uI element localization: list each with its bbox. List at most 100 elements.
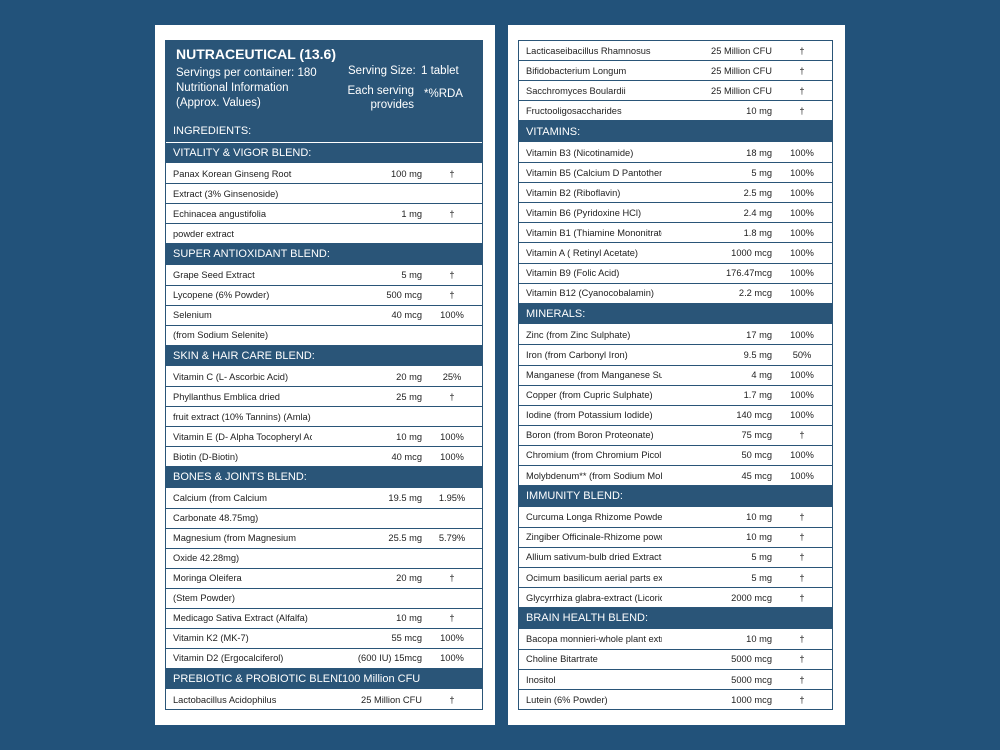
- ingredient-row: Vitamin D2 (Ergocalciferol) (600 IU) 15mc…: [166, 649, 482, 669]
- ingredient-rda: †: [799, 45, 805, 56]
- ingredient-name: Inositol: [526, 674, 556, 685]
- ingredient-row: Magnesium (from Magnesium 25.5 mg 5.79%: [166, 529, 482, 549]
- ingredient-row: Grape Seed Extract 5 mg †: [166, 266, 482, 286]
- serving-size-label: Serving Size:: [348, 65, 416, 77]
- section-title: VITAMINS:: [526, 125, 581, 138]
- section-title: VITALITY & VIGOR BLEND:: [173, 146, 312, 159]
- ingredient-name: Echinacea angustifolia: [173, 208, 267, 219]
- ingredient-row: Calcium (from Calcium 19.5 mg 1.95%: [166, 489, 482, 509]
- ingredient-amount: 500 mcg: [386, 290, 422, 301]
- ingredient-row: Ocimum basilicum aerial parts extract (T…: [519, 568, 832, 589]
- ingredient-amount: 50 mcg: [741, 450, 773, 461]
- ingredient-rda: †: [799, 85, 805, 96]
- ingredient-name: Vitamin B3 (Nicotinamide): [526, 147, 634, 158]
- ingredient-rda: †: [449, 573, 455, 584]
- ingredient-name: Biotin (D-Biotin): [173, 451, 239, 462]
- section-title: MINERALS:: [526, 308, 586, 321]
- ingredient-amount: 2.4 mg: [743, 207, 772, 218]
- ingredient-amount: 1.8 mg: [743, 227, 772, 238]
- ingredient-name: Vitamin B2 (Riboflavin): [526, 187, 621, 198]
- section-row: MINERALS:: [519, 303, 832, 326]
- ingredient-name: powder extract: [173, 228, 234, 239]
- ingredient-name: Allium sativum-bulb dried Extract (Garli…: [526, 552, 662, 563]
- ingredient-name: Phyllanthus Emblica dried: [173, 391, 280, 402]
- ingredient-rda: †: [799, 572, 805, 583]
- ingredient-row: Glycyrrhiza glabra-extract (Licorice) 200…: [519, 588, 832, 609]
- ingredient-name: Selenium: [173, 310, 212, 321]
- ingredient-rda: 100%: [790, 370, 814, 381]
- ingredient-name: Magnesium (from Magnesium: [173, 533, 296, 544]
- ingredient-rda: 100%: [440, 431, 464, 442]
- ingredient-rda: 100%: [790, 187, 814, 198]
- ingredient-row: Vitamin E (D- Alpha Tocopheryl Acetate) 1…: [166, 427, 482, 448]
- ingredient-amount: 10 mg: [396, 431, 422, 442]
- section-row: INGREDIENTS:: [166, 121, 482, 143]
- ingredient-amount: (600 IU) 15mcg: [357, 653, 422, 664]
- ingredient-name: Panax Korean Ginseng Root: [173, 168, 292, 179]
- ingredient-name: Vitamin C (L- Ascorbic Acid): [173, 371, 289, 382]
- ingredient-amount: 1.7 mg: [743, 390, 772, 401]
- ingredient-name: Vitamin B1 (Thiamine Mononitrate): [526, 227, 662, 238]
- ingredient-amount: 25 Million CFU: [711, 65, 772, 76]
- ingredient-row: Oxide 42.28mg): [166, 549, 482, 569]
- section-title: PREBIOTIC & PROBIOTIC BLEND: [173, 672, 342, 685]
- ingredient-rda: 100%: [790, 450, 814, 461]
- each-serving: Each serving provides: [347, 85, 414, 111]
- ingredient-row: Vitamin A ( Retinyl Acetate) 1000 mcg 100%: [519, 243, 832, 264]
- section-amount: 100 Million CFU: [342, 672, 421, 685]
- section-row: VITAMINS:: [519, 121, 832, 143]
- section-row: VITALITY & VIGOR BLEND:: [166, 142, 482, 165]
- section-title: BRAIN HEALTH BLEND:: [526, 612, 649, 625]
- ingredient-row: Lactobacillus Acidophilus 25 Million CFU †: [166, 690, 482, 709]
- ingredient-name: Bacopa monnieri-whole plant extract (Bra…: [526, 634, 662, 645]
- rows: Lacticaseibacillus Rhamnosus 25 Million C…: [519, 41, 832, 709]
- ingredient-row: Lutein (6% Powder) 1000 mcg †: [519, 690, 832, 709]
- ingredient-row: (Stem Powder): [166, 589, 482, 609]
- ingredient-name: (from Sodium Selenite): [173, 330, 269, 341]
- facts-table: NUTRACEUTICAL (13.6) Servings per contai…: [165, 40, 483, 710]
- ingredient-amount: 2.5 mg: [743, 187, 772, 198]
- ingredient-row: Medicago Sativa Extract (Alfalfa) 10 mg †: [166, 609, 482, 629]
- section-row: BRAIN HEALTH BLEND:: [519, 608, 832, 630]
- ingredient-name: Copper (from Cupric Sulphate): [526, 390, 653, 401]
- facts-table: Lacticaseibacillus Rhamnosus 25 Million C…: [518, 40, 833, 710]
- ingredient-row: Inositol 5000 mcg †: [519, 670, 832, 691]
- ingredient-rda: †: [449, 290, 455, 301]
- ingredient-row: Boron (from Boron Proteonate) 75 mcg †: [519, 426, 832, 446]
- ingredient-name: Iron (from Carbonyl Iron): [526, 349, 628, 360]
- title: NUTRACEUTICAL (13.6): [176, 46, 336, 62]
- ingredient-row: Echinacea angustifolia 1 mg †: [166, 204, 482, 225]
- ingredient-amount: 5 mg: [751, 572, 772, 583]
- ingredient-name: Manganese (from Manganese Sulphate): [526, 370, 662, 381]
- section-title: INGREDIENTS:: [173, 125, 252, 138]
- ingredient-name: Chromium (from Chromium Picolinate 400mc…: [526, 450, 662, 461]
- ingredient-rda: †: [799, 634, 805, 645]
- ingredient-rda: †: [449, 168, 455, 179]
- ingredient-rda: †: [449, 613, 455, 624]
- ingredient-amount: 20 mg: [396, 573, 422, 584]
- ingredient-amount: 20 mg: [396, 371, 422, 382]
- ingredient-rda: †: [799, 694, 805, 705]
- section-row: PREBIOTIC & PROBIOTIC BLEND 100 Million C…: [166, 668, 482, 691]
- label-header: NUTRACEUTICAL (13.6) Servings per contai…: [166, 41, 482, 121]
- ingredient-rda: †: [799, 430, 805, 441]
- ingredient-name: Vitamin K2 (MK-7): [173, 633, 249, 644]
- ingredient-amount: 25.5 mg: [388, 533, 422, 544]
- ingredient-rda: 100%: [790, 207, 814, 218]
- ingredient-amount: 10 mg: [396, 613, 422, 624]
- ingredient-name: Choline Bitartrate: [526, 654, 598, 665]
- info: Nutritional Information: [176, 82, 289, 94]
- section-title: SUPER ANTIOXIDANT BLEND:: [173, 248, 330, 261]
- ingredient-name: Vitamin D2 (Ergocalciferol): [173, 653, 284, 664]
- ingredient-row: Iodine (from Potassium Iodide) 140 mcg 100…: [519, 406, 832, 426]
- ingredient-row: Extract (3% Ginsenoside): [166, 184, 482, 205]
- ingredient-row: Vitamin C (L- Ascorbic Acid) 20 mg 25%: [166, 367, 482, 388]
- section-title: BONES & JOINTS BLEND:: [173, 471, 307, 484]
- ingredient-name: Lacticaseibacillus Rhamnosus: [526, 45, 651, 56]
- ingredient-name: Curcuma Longa Rhizome Powder (Turmeric P…: [526, 512, 662, 523]
- ingredient-row: (from Sodium Selenite): [166, 326, 482, 346]
- ingredient-row: Panax Korean Ginseng Root 100 mg †: [166, 164, 482, 185]
- ingredient-amount: 1000 mcg: [731, 694, 772, 705]
- ingredient-rda: 100%: [440, 451, 464, 462]
